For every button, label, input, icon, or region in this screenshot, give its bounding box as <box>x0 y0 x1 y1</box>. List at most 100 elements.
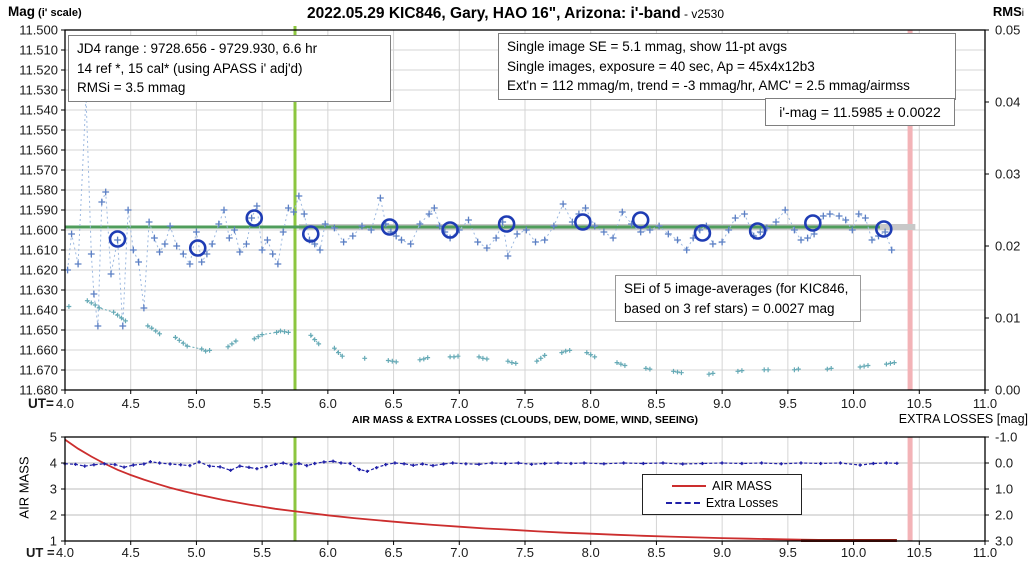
info-line: Single image SE = 5.1 mmag, show 11-pt a… <box>507 39 788 54</box>
svg-text:2: 2 <box>50 508 57 523</box>
svg-text:11.580: 11.580 <box>19 183 58 198</box>
info-line: JD4 range : 9728.656 - 9729.930, 6.6 hr <box>77 41 318 56</box>
svg-text:2.0: 2.0 <box>995 508 1013 523</box>
svg-text:8.5: 8.5 <box>647 396 665 411</box>
svg-text:11.620: 11.620 <box>19 263 58 278</box>
sei-line: based on 3 ref stars) = 0.0027 mag <box>624 300 835 316</box>
svg-text:10.5: 10.5 <box>907 396 932 411</box>
svg-text:10.0: 10.0 <box>841 396 866 411</box>
extra-losses-line-swatch <box>665 501 700 504</box>
info-line: RMSi = 3.5 mmag <box>77 80 186 96</box>
svg-text:11.510: 11.510 <box>19 43 58 58</box>
svg-text:11.540: 11.540 <box>19 103 58 118</box>
extra-losses-curve <box>64 460 897 472</box>
svg-text:11.0: 11.0 <box>973 545 997 560</box>
info-line: 14 ref *, 15 cal* (using APASS i' adj'd) <box>77 60 303 76</box>
svg-text:11.530: 11.530 <box>19 83 58 98</box>
svg-text:9.0: 9.0 <box>713 545 731 560</box>
svg-text:7.0: 7.0 <box>450 545 468 560</box>
mag-axis-title-sub: (i' scale) <box>35 7 82 19</box>
airmass-curve <box>64 438 896 542</box>
rms-axis-title-main: RMS <box>992 4 1022 19</box>
svg-text:3.0: 3.0 <box>995 534 1013 549</box>
svg-text:4.0: 4.0 <box>56 396 74 411</box>
svg-text:8.5: 8.5 <box>647 545 665 560</box>
rms-series <box>66 298 897 377</box>
legend: AIR MASS Extra Losses <box>642 474 802 515</box>
svg-text:8.0: 8.0 <box>582 396 600 411</box>
svg-text:11.500: 11.500 <box>19 23 58 38</box>
eleven-pt-average-series <box>108 209 893 257</box>
svg-text:4: 4 <box>50 456 57 471</box>
svg-text:9.5: 9.5 <box>779 396 797 411</box>
svg-text:11.640: 11.640 <box>19 303 58 318</box>
airmass-axis-title: AIR MASS <box>16 456 32 519</box>
lower-panel-title: AIR MASS & EXTRA LOSSES (CLOUDS, DEW, DO… <box>351 414 699 426</box>
result-mag-box: i'-mag = 11.5985 ± 0.0022 <box>765 98 955 127</box>
rms-axis-title: RMSi <box>924 4 1024 19</box>
axes: 4.0 4.0 4.5 4.5 5.0 5.0 5.5 5.5 6.0 6.0 6.5 6.5 7.0 7… <box>19 23 1020 561</box>
svg-text:0.0: 0.0 <box>995 456 1013 471</box>
legend-item-airmass: AIR MASS <box>649 477 795 494</box>
legend-label-extra-losses: Extra Losses <box>705 495 779 510</box>
single-image-series <box>64 92 896 330</box>
sei-box: SEi of 5 image-averages (for KIC846, bas… <box>615 275 861 323</box>
page-title: 2022.05.29 KIC846, Gary, HAO 16", Arizon… <box>0 5 1031 23</box>
svg-text:11.600: 11.600 <box>19 223 58 238</box>
svg-text:UT=: UT= <box>28 396 54 411</box>
svg-text:4.0: 4.0 <box>56 545 74 560</box>
page-title-version: - v2530 <box>680 7 725 21</box>
svg-text:6.0: 6.0 <box>319 545 337 560</box>
reference-lines <box>65 26 916 541</box>
mag-axis-title: Mag (i' scale) <box>8 4 82 19</box>
mag-axis-title-main: Mag <box>8 4 35 19</box>
page-title-main: 2022.05.29 KIC846, Gary, HAO 16", Arizon… <box>306 5 681 22</box>
svg-text:6.5: 6.5 <box>385 396 403 411</box>
svg-text:0.00: 0.00 <box>995 383 1020 398</box>
svg-text:11.550: 11.550 <box>19 123 58 138</box>
svg-text:11.570: 11.570 <box>19 163 58 178</box>
svg-text:6.5: 6.5 <box>385 545 403 560</box>
info-line: Ext'n = 112 mmag/m, trend = -3 mmag/hr, … <box>507 78 910 94</box>
info-line: Single images, exposure = 40 sec, Ap = 4… <box>507 58 815 74</box>
legend-label-airmass: AIR MASS <box>712 478 772 493</box>
svg-text:7.5: 7.5 <box>516 396 534 411</box>
svg-text:8.0: 8.0 <box>582 545 600 560</box>
svg-text:11.680: 11.680 <box>19 383 58 398</box>
extra-losses-axis-title: EXTRA LOSSES [mag] <box>898 412 1028 426</box>
svg-text:UT =: UT = <box>26 545 55 560</box>
svg-text:11.630: 11.630 <box>19 283 58 298</box>
svg-text:7.0: 7.0 <box>450 396 468 411</box>
svg-text:11.0: 11.0 <box>973 396 997 411</box>
svg-text:5: 5 <box>50 430 57 445</box>
svg-text:1.0: 1.0 <box>995 482 1013 497</box>
svg-text:11.590: 11.590 <box>19 203 58 218</box>
svg-text:7.5: 7.5 <box>516 545 534 560</box>
svg-text:4.5: 4.5 <box>122 396 140 411</box>
svg-text:5.5: 5.5 <box>253 545 271 560</box>
svg-text:11.660: 11.660 <box>19 343 58 358</box>
svg-text:0.01: 0.01 <box>995 311 1020 326</box>
svg-text:5.0: 5.0 <box>187 545 205 560</box>
svg-text:11.650: 11.650 <box>19 323 58 338</box>
rms-axis-title-sub: i <box>1021 8 1024 19</box>
svg-text:-1.0: -1.0 <box>995 430 1017 445</box>
svg-text:3: 3 <box>50 482 57 497</box>
sei-line: SEi of 5 image-averages (for KIC846, <box>624 281 849 296</box>
svg-text:11.610: 11.610 <box>19 243 58 258</box>
svg-text:1: 1 <box>50 534 57 549</box>
svg-text:11.520: 11.520 <box>19 63 58 78</box>
svg-text:9.0: 9.0 <box>713 396 731 411</box>
svg-text:10.0: 10.0 <box>841 545 866 560</box>
svg-text:0.03: 0.03 <box>995 167 1020 182</box>
svg-text:9.5: 9.5 <box>779 545 797 560</box>
airmass-line-swatch <box>672 484 707 487</box>
svg-text:4.5: 4.5 <box>122 545 140 560</box>
svg-text:0.02: 0.02 <box>995 239 1020 254</box>
svg-text:10.5: 10.5 <box>907 545 932 560</box>
svg-text:0.05: 0.05 <box>995 23 1020 38</box>
svg-text:11.560: 11.560 <box>19 143 58 158</box>
info-box-exposure: Single image SE = 5.1 mmag, show 11-pt a… <box>498 33 956 100</box>
svg-text:6.0: 6.0 <box>319 396 337 411</box>
